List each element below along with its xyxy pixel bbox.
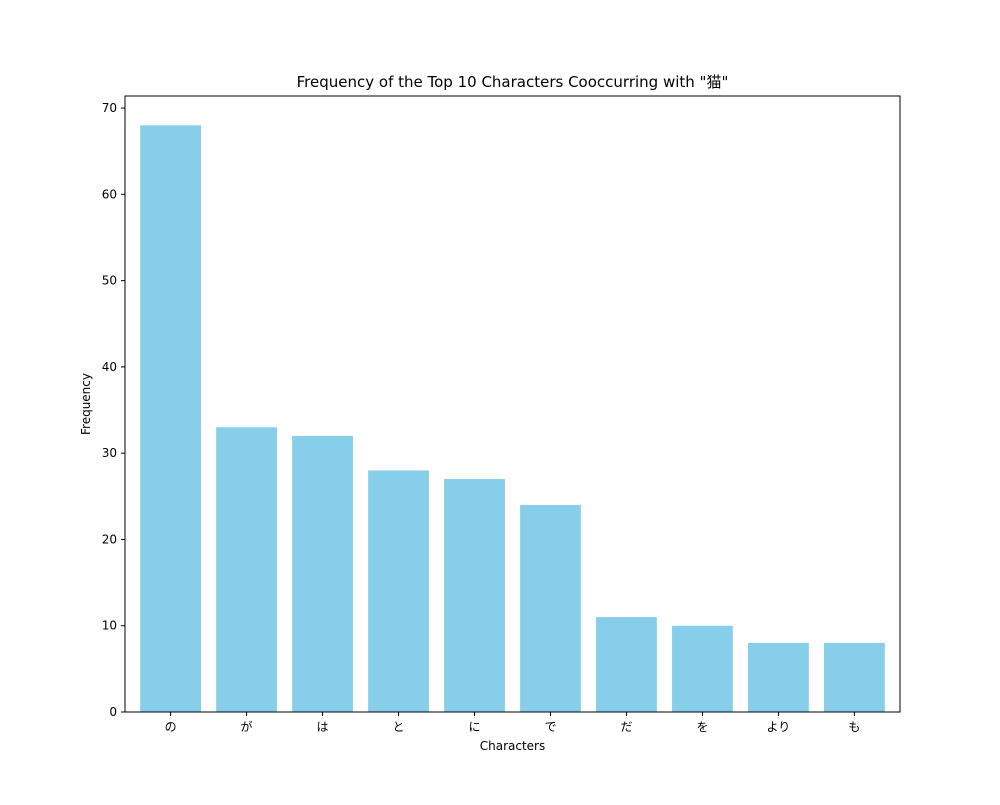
x-tick-label: は <box>317 720 329 734</box>
chart-title: Frequency of the Top 10 Characters Coocc… <box>297 73 729 91</box>
x-tick-label: の <box>165 720 177 734</box>
bar-1 <box>140 125 201 713</box>
y-tick-label: 70 <box>102 101 117 115</box>
y-tick-label: 40 <box>102 360 117 374</box>
y-tick-label: 10 <box>102 619 117 633</box>
x-tick-label: より <box>767 720 791 734</box>
bar-10 <box>824 642 885 712</box>
bar-2 <box>216 427 277 712</box>
x-tick-label: が <box>241 719 253 734</box>
bar-7 <box>596 617 657 712</box>
bars-group <box>140 125 885 713</box>
x-ticks-group: の が は と に で だ を より も <box>165 712 860 734</box>
y-tick-label: 30 <box>102 446 117 460</box>
bar-5 <box>444 479 505 712</box>
bar-8 <box>672 625 733 712</box>
bar-9 <box>748 642 809 712</box>
plot-frame <box>124 95 901 713</box>
bar-6 <box>520 504 581 712</box>
x-tick-label: に <box>469 720 481 734</box>
x-tick-label: と <box>393 720 405 734</box>
y-ticks-group: 0 10 20 30 40 50 60 70 <box>102 101 125 719</box>
x-tick-label: だ <box>620 720 632 734</box>
bar-3 <box>292 435 353 712</box>
y-axis-label: Frequency <box>79 373 93 435</box>
bar-4 <box>368 470 429 712</box>
y-tick-label: 20 <box>102 532 117 546</box>
x-tick-label: で <box>544 720 556 734</box>
y-tick-label: 0 <box>109 705 117 719</box>
x-tick-label: も <box>848 720 860 734</box>
y-tick-label: 60 <box>102 187 117 201</box>
x-axis-label: Characters <box>480 739 546 753</box>
x-tick-label: を <box>696 720 708 734</box>
y-tick-label: 50 <box>102 274 117 288</box>
